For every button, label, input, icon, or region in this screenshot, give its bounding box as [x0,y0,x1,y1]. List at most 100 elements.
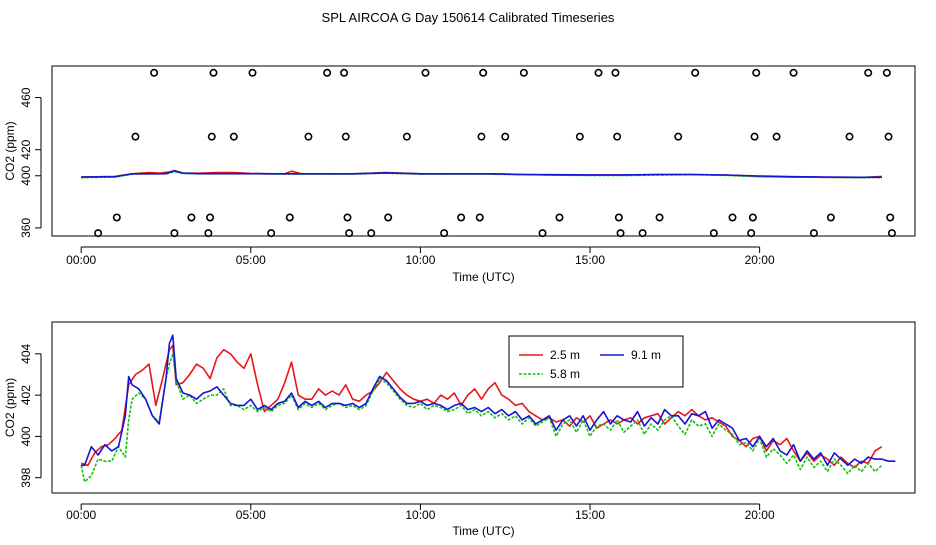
x-axis: 00:00 05:00 10:00 15:00 20:00 Time (UTC) [66,503,775,538]
legend-box [508,335,684,388]
y-tick-label: 400 [19,426,33,446]
outlier-point [519,68,528,77]
outlier-point [384,213,393,222]
x-tick-label: 10:00 [405,253,435,267]
legend-label: 5.8 m [550,367,580,381]
outlier-point [285,213,294,222]
x-tick-label: 10:00 [405,508,435,522]
outlier-point [112,213,121,222]
outlier-point [477,132,486,141]
outlier-point [150,68,159,77]
outlier-point [691,68,700,77]
outlier-point [611,68,620,77]
outlier-point [809,229,818,238]
outlier-point [229,132,238,141]
y-axis: 398 400 402 404 CO2 (ppm) [3,343,42,488]
x-tick-label: 15:00 [575,253,605,267]
outlier-point [555,213,564,222]
outlier-point [826,213,835,222]
x-tick-label: 15:00 [575,508,605,522]
y-tick-label: 404 [19,343,33,363]
outlier-point [131,132,140,141]
plot-area [80,334,896,483]
y-tick-label: 402 [19,385,33,405]
outlier-point [248,68,257,77]
outlier-point [674,132,683,141]
x-tick-label: 00:00 [66,508,96,522]
outlier-point [750,132,759,141]
y-tick-label: 460 [19,87,33,107]
x-tick-label: 05:00 [236,508,266,522]
x-tick-label: 00:00 [66,253,96,267]
outlier-point [748,213,757,222]
outlier-point [613,132,622,141]
outlier-point [267,229,276,238]
x-tick-label: 05:00 [236,253,266,267]
outlier-point [884,132,893,141]
outlier-point [170,229,179,238]
series-line-9-1-mm [81,170,882,179]
y-axis-label: CO2 (ppm) [3,378,17,437]
bottom-panel: 00:00 05:00 10:00 15:00 20:00 Time (UTC) 398 40… [3,321,916,538]
outlier-point [538,229,547,238]
outlier-point [206,213,215,222]
outlier-point [789,68,798,77]
outlier-point [367,229,376,238]
outlier-point [345,229,354,238]
outlier-point [343,213,352,222]
outlier-point [402,132,411,141]
outlier-point [594,68,603,77]
y-axis-label: CO2 (ppm) [3,121,17,180]
y-tick-label: 400 [19,165,33,185]
outlier-point [614,213,623,222]
outlier-point [340,68,349,77]
outlier-point [887,229,896,238]
series-line-2-5-mm [80,344,883,469]
chart-title: SPL AIRCOA G Day 150614 Calibrated Times… [322,10,615,25]
outlier-point [747,229,756,238]
outlier-point [616,229,625,238]
y-tick-label: 420 [19,139,33,159]
series-line-9-1-mm [81,334,896,467]
plot-frame [51,65,916,237]
outlier-point [882,68,891,77]
outlier-point [752,68,761,77]
x-axis-label: Time (UTC) [452,270,514,284]
x-tick-label: 20:00 [745,253,775,267]
legend-label: 2.5 m [550,348,580,362]
outlier-point [207,132,216,141]
outlier-point [479,68,488,77]
outlier-point [655,213,664,222]
outlier-point [575,132,584,141]
outlier-point [501,132,510,141]
top-panel: 00:00 05:00 10:00 15:00 20:00 Time (UTC) 360 42… [3,65,916,284]
outlier-point [440,229,449,238]
x-tick-label: 20:00 [745,508,775,522]
legend-label: 9.1 m [631,348,661,362]
plot-frame [51,321,916,494]
outlier-point [886,213,895,222]
outlier-point [304,132,313,141]
outlier-point [421,68,430,77]
x-axis: 00:00 05:00 10:00 15:00 20:00 Time (UTC) [66,246,775,284]
legend: 2.5 m 9.1 m 5.8 m [508,335,684,388]
y-tick-label: 398 [19,467,33,487]
outlier-point [457,213,466,222]
x-axis-label: Time (UTC) [452,524,514,538]
outlier-point [709,229,718,238]
outlier-point [187,213,196,222]
plot-area [81,169,882,179]
outlier-point [209,68,218,77]
y-tick-label: 360 [19,218,33,238]
outlier-point [728,213,737,222]
series-line-5-8-mm [80,352,883,483]
outlier-point [772,132,781,141]
outlier-point [94,229,103,238]
outlier-point [475,213,484,222]
outlier-point [845,132,854,141]
outlier-point [864,68,873,77]
outlier-point [341,132,350,141]
outlier-point [638,229,647,238]
